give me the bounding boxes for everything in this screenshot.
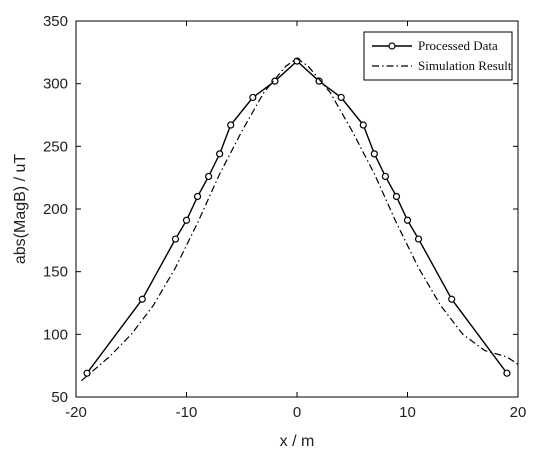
- data-point-processed-data: [227, 121, 235, 129]
- legend-label-processed-data: Processed Data: [418, 38, 498, 53]
- data-point-processed-data: [138, 295, 146, 303]
- y-tick-label: 100: [43, 326, 68, 343]
- data-point-processed-data: [205, 172, 213, 181]
- data-point-processed-data: [359, 121, 367, 129]
- data-point-processed-data: [193, 192, 202, 201]
- series-line-simulation-result: [81, 57, 519, 382]
- tick-labels: -20 -10 0 10 20 50 100 150 200 250 300 350: [43, 13, 526, 421]
- data-point-processed-data: [381, 172, 389, 181]
- y-tick-label: 150: [43, 264, 68, 281]
- data-point-processed-data: [83, 369, 91, 377]
- x-axis-label: x / m: [280, 433, 315, 450]
- plot-area: [75, 20, 519, 398]
- data-point-processed-data: [370, 150, 378, 158]
- x-tick-label: 10: [399, 404, 416, 421]
- y-tick-label: 200: [43, 201, 68, 218]
- x-tick-label: 0: [293, 404, 301, 421]
- data-point-processed-data: [392, 192, 401, 201]
- y-axis-label: abs(MagB) / uT: [12, 154, 29, 264]
- y-tick-label: 50: [51, 389, 68, 406]
- data-point-processed-data: [448, 295, 456, 303]
- x-tick-label: 20: [510, 404, 527, 421]
- legend-box: [363, 31, 513, 81]
- data-point-processed-data: [503, 369, 511, 377]
- y-tick-label: 250: [43, 138, 68, 155]
- y-tick-label: 350: [43, 13, 68, 30]
- y-tick-label: 300: [43, 76, 68, 93]
- series-layer: [81, 57, 519, 382]
- data-point-processed-data: [216, 150, 224, 158]
- data-point-processed-data: [414, 235, 423, 243]
- data-point-processed-data: [271, 77, 279, 85]
- data-point-processed-data: [182, 216, 191, 224]
- axis-ticks: [75, 20, 519, 398]
- x-tick-label: -20: [65, 404, 87, 421]
- data-point-processed-data: [403, 216, 412, 224]
- data-point-processed-data: [249, 93, 257, 102]
- legend-marker-processed-data: [388, 42, 396, 50]
- legend-label-simulation-result: Simulation Result: [418, 58, 512, 73]
- data-point-processed-data: [171, 235, 180, 243]
- data-point-processed-data: [337, 93, 345, 102]
- x-tick-label: -10: [176, 404, 198, 421]
- data-point-processed-data: [315, 77, 323, 85]
- legend: Processed Data Simulation Result: [363, 31, 513, 81]
